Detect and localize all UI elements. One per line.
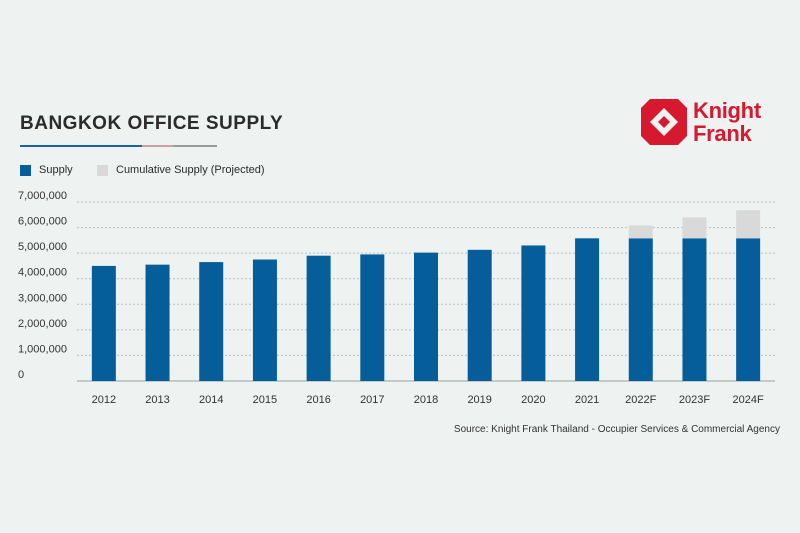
y-tick-label: 3,000,000: [18, 292, 67, 304]
bar-projected: [628, 225, 653, 239]
x-tick-label: 2016: [306, 394, 330, 406]
knight-frank-logo: Knight Frank: [641, 99, 761, 150]
x-tick-label: 2017: [360, 394, 384, 406]
bar-supply: [414, 252, 438, 381]
y-tick-label: 0: [18, 369, 24, 381]
logo-line-2: Frank: [693, 121, 752, 146]
y-tick-label: 4,000,000: [18, 267, 67, 279]
legend-item-supply: Supply: [20, 164, 73, 176]
chart-title: BANGKOK OFFICE SUPPLY: [20, 113, 284, 134]
legend-swatch-supply: [20, 164, 31, 176]
y-tick-label: 5,000,000: [18, 241, 67, 253]
y-tick-label: 1,000,000: [18, 343, 67, 355]
x-tick-label: 2015: [253, 394, 277, 406]
x-tick-label: 2019: [467, 394, 491, 406]
x-tick-label: 2024F: [733, 394, 764, 406]
bar-supply: [467, 249, 492, 381]
x-tick-label: 2014: [199, 394, 223, 406]
bars: [91, 210, 761, 381]
x-tick-label: 2020: [521, 394, 545, 406]
bar-supply: [252, 259, 277, 381]
bar-supply: [682, 238, 707, 381]
title-underline: [20, 145, 217, 147]
bar-supply: [199, 262, 224, 381]
y-tick-label: 7,000,000: [18, 190, 67, 202]
bar-supply: [360, 254, 385, 381]
y-tick-label: 6,000,000: [18, 216, 67, 228]
bar-projected: [682, 217, 707, 239]
x-tick-label: 2021: [575, 394, 599, 406]
x-tick-label: 2023F: [679, 394, 710, 406]
y-axis-labels: 0 1,000,000 2,000,000 3,000,000 4,000,000 5,0…: [18, 190, 67, 381]
x-tick-label: 2022F: [625, 394, 656, 406]
bar-supply: [628, 238, 653, 381]
source-note: Source: Knight Frank Thailand - Occupier…: [453, 424, 780, 435]
logo-mark-icon: [641, 99, 687, 145]
x-tick-label: 2018: [414, 394, 438, 406]
legend-label-supply: Supply: [39, 164, 73, 176]
bar-supply: [145, 264, 170, 381]
bar-supply: [91, 265, 116, 381]
bar-supply: [521, 245, 546, 381]
legend-item-projected: Cumulative Supply (Projected): [97, 164, 265, 176]
bar-chart: 0 1,000,000 2,000,000 3,000,000 4,000,000 5,0…: [18, 190, 775, 406]
legend-swatch-projected: [97, 164, 108, 176]
legend-label-projected: Cumulative Supply (Projected): [116, 164, 265, 176]
x-tick-label: 2013: [145, 394, 169, 406]
logo-line-1: Knight: [693, 98, 761, 123]
bar-supply: [736, 238, 761, 381]
y-tick-label: 2,000,000: [18, 318, 67, 330]
bar-projected: [736, 210, 761, 239]
x-tick-label: 2012: [92, 394, 116, 406]
bar-supply: [306, 255, 331, 381]
logo-wordmark: Knight Frank: [693, 99, 761, 145]
bar-supply: [575, 238, 600, 381]
x-axis-labels: 2012 2013 2014 2015 2016 2017 2018 2019 2020 2021…: [92, 394, 764, 406]
